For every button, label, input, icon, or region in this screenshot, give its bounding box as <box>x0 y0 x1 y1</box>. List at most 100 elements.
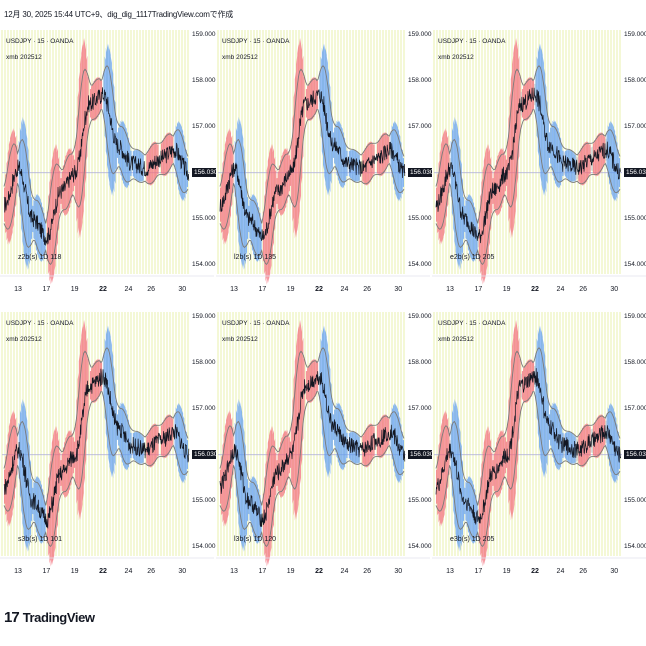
trend-fill <box>501 429 503 491</box>
data-point <box>563 445 565 447</box>
trend-fill <box>345 425 347 464</box>
data-point <box>159 158 161 160</box>
price-chart[interactable] <box>432 308 646 590</box>
trend-fill <box>31 196 33 240</box>
data-point <box>74 172 76 174</box>
data-point <box>3 204 5 206</box>
last-price-tag: 156.030 <box>192 167 220 177</box>
trend-fill <box>483 437 486 566</box>
trend-fill <box>513 326 515 514</box>
trend-fill <box>35 194 38 252</box>
data-point <box>116 144 118 146</box>
tradingview-logo-icon: 17 <box>4 609 20 626</box>
data-point <box>577 167 579 169</box>
data-point <box>534 376 536 378</box>
chart-panel[interactable]: USDJPY · 15 · OANDA xmb 202512 l3b(s) 1D 1… <box>216 308 436 590</box>
trend-fill <box>559 419 562 468</box>
data-point <box>318 94 320 96</box>
trend-fill <box>609 122 611 186</box>
trend-fill <box>294 353 297 521</box>
data-point <box>375 440 377 442</box>
trend-fill <box>553 120 555 182</box>
trend-fill <box>147 150 149 184</box>
trend-fill <box>588 142 590 178</box>
data-point <box>347 445 349 447</box>
panel-label: z2b(s) 1D 118 <box>18 254 62 261</box>
trend-fill <box>464 487 466 515</box>
data-point <box>219 204 221 206</box>
lower-band <box>435 391 621 548</box>
data-point <box>262 518 264 520</box>
trend-fill <box>35 476 38 534</box>
trend-fill <box>38 194 40 260</box>
data-point <box>88 385 90 387</box>
tradingview-logo[interactable]: 17 TradingView <box>4 609 95 626</box>
trend-fill <box>221 172 223 234</box>
data-point <box>32 500 34 502</box>
chart-panel[interactable]: USDJPY · 15 · OANDA xmb 202512 z2b(s) 1D 1… <box>0 26 220 308</box>
data-point <box>46 518 48 520</box>
y-tick-label: 155.000 <box>624 496 646 504</box>
data-point <box>577 449 579 451</box>
last-price-tag: 156.030 <box>408 449 436 459</box>
trend-fill <box>228 410 230 512</box>
trend-fill <box>595 419 597 459</box>
price-chart[interactable] <box>0 26 214 308</box>
trend-fill <box>607 125 609 178</box>
data-point <box>605 431 607 433</box>
last-price-tag: 156.030 <box>624 449 646 459</box>
chart-panel[interactable]: USDJPY · 15 · OANDA xmb 202512 e3b(s) 1D 2… <box>432 308 646 590</box>
trend-fill <box>388 136 390 164</box>
x-tick-label: 17 <box>42 286 51 293</box>
data-point <box>46 236 48 238</box>
trend-fill <box>44 218 46 255</box>
trend-fill <box>111 68 114 197</box>
y-tick-label: 159.000 <box>192 312 216 320</box>
price-series <box>435 368 622 525</box>
trend-fill <box>278 164 281 214</box>
price-chart[interactable] <box>216 26 430 308</box>
trend-fill <box>154 423 157 463</box>
price-chart[interactable] <box>0 308 214 590</box>
trend-fill <box>185 430 187 477</box>
trend-fill <box>395 121 397 197</box>
panel-label: l2b(s) 1D 135 <box>234 254 277 261</box>
price-chart[interactable] <box>216 308 430 590</box>
chart-panel[interactable]: USDJPY · 15 · OANDA xmb 202512 s3b(s) 1D 1… <box>0 308 220 590</box>
trend-fill <box>456 405 459 548</box>
trend-fill <box>65 154 67 217</box>
trend-fill <box>380 134 382 177</box>
trend-fill <box>469 193 471 256</box>
y-tick-label: 157.000 <box>408 404 432 412</box>
trend-fill <box>54 144 56 272</box>
trend-fill <box>21 401 23 516</box>
trend-fill <box>381 415 384 458</box>
tag-label: xmb 202512 <box>6 54 42 61</box>
data-point <box>276 190 278 192</box>
trend-fill <box>121 402 123 464</box>
data-point <box>534 94 536 96</box>
trend-fill <box>227 411 229 519</box>
data-point <box>74 454 76 456</box>
data-point <box>276 472 278 474</box>
y-tick-label: 158.000 <box>408 358 432 366</box>
price-chart[interactable] <box>432 26 646 308</box>
trend-fill <box>536 56 538 139</box>
trend-fill <box>559 137 562 186</box>
trend-fill <box>11 411 13 519</box>
trend-fill <box>10 415 12 525</box>
chart-panel[interactable]: USDJPY · 15 · OANDA xmb 202512 l2b(s) 1D 1… <box>216 26 436 308</box>
x-tick-label: 17 <box>258 568 267 575</box>
x-tick-label: 30 <box>610 286 619 293</box>
data-point <box>116 426 118 428</box>
data-point <box>159 440 161 442</box>
data-point <box>520 103 522 105</box>
trend-fill <box>247 196 249 240</box>
price-series <box>3 368 190 529</box>
trend-fill <box>323 325 325 453</box>
tag-label: xmb 202512 <box>222 54 258 61</box>
trend-fill <box>83 37 85 204</box>
trend-fill <box>314 77 316 116</box>
trend-fill <box>150 427 152 468</box>
chart-panel[interactable]: USDJPY · 15 · OANDA xmb 202512 e2b(s) 1D 2… <box>432 26 646 308</box>
